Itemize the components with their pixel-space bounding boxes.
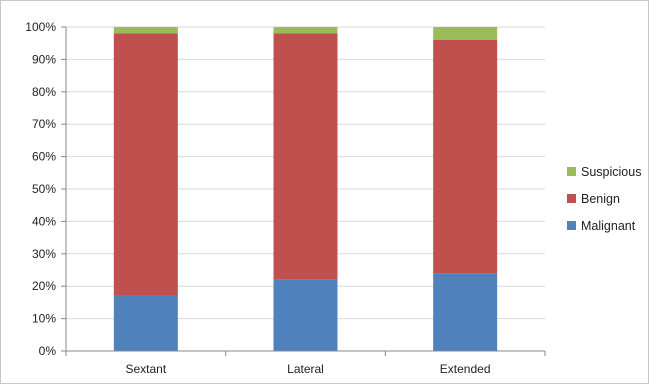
- bar-suspicious-extended: [433, 27, 498, 40]
- legend-swatch-malignant: [567, 221, 576, 230]
- legend-swatch-suspicious: [567, 167, 576, 176]
- x-tick-label: Sextant: [125, 362, 166, 376]
- x-axis-ticks: Sextant Lateral Extended: [65, 351, 546, 376]
- bar-suspicious-lateral: [273, 27, 338, 34]
- y-tick-label: 0%: [39, 344, 57, 358]
- y-tick-label: 80%: [32, 85, 56, 99]
- bar-suspicious-sextant: [113, 27, 178, 34]
- y-tick-label: 30%: [32, 247, 56, 261]
- bar-benign-lateral: [273, 33, 338, 280]
- axes: [65, 27, 545, 352]
- x-tick-label: Extended: [440, 362, 491, 376]
- y-tick-label: 70%: [32, 117, 56, 131]
- y-axis-ticks: 0% 10% 20% 30% 40% 50% 60% 70% 80% 90% 100%: [25, 20, 66, 358]
- y-tick-label: 60%: [32, 150, 56, 164]
- y-tick-label: 10%: [32, 312, 56, 326]
- legend: Suspicious Benign Malignant: [567, 165, 641, 233]
- bars: [113, 27, 498, 351]
- legend-label-malignant: Malignant: [581, 219, 636, 233]
- bar-benign-sextant: [113, 33, 178, 296]
- y-tick-label: 50%: [32, 182, 56, 196]
- legend-label-benign: Benign: [581, 192, 620, 206]
- y-tick-label: 100%: [25, 20, 56, 34]
- y-tick-label: 90%: [32, 52, 56, 66]
- legend-swatch-benign: [567, 194, 576, 203]
- bar-malignant-extended: [433, 273, 498, 351]
- legend-label-suspicious: Suspicious: [581, 165, 641, 179]
- x-tick-label: Lateral: [287, 362, 324, 376]
- bar-malignant-sextant: [113, 295, 178, 351]
- bar-benign-extended: [433, 39, 498, 274]
- y-tick-label: 40%: [32, 214, 56, 228]
- y-tick-label: 20%: [32, 279, 56, 293]
- bar-malignant-lateral: [273, 279, 338, 351]
